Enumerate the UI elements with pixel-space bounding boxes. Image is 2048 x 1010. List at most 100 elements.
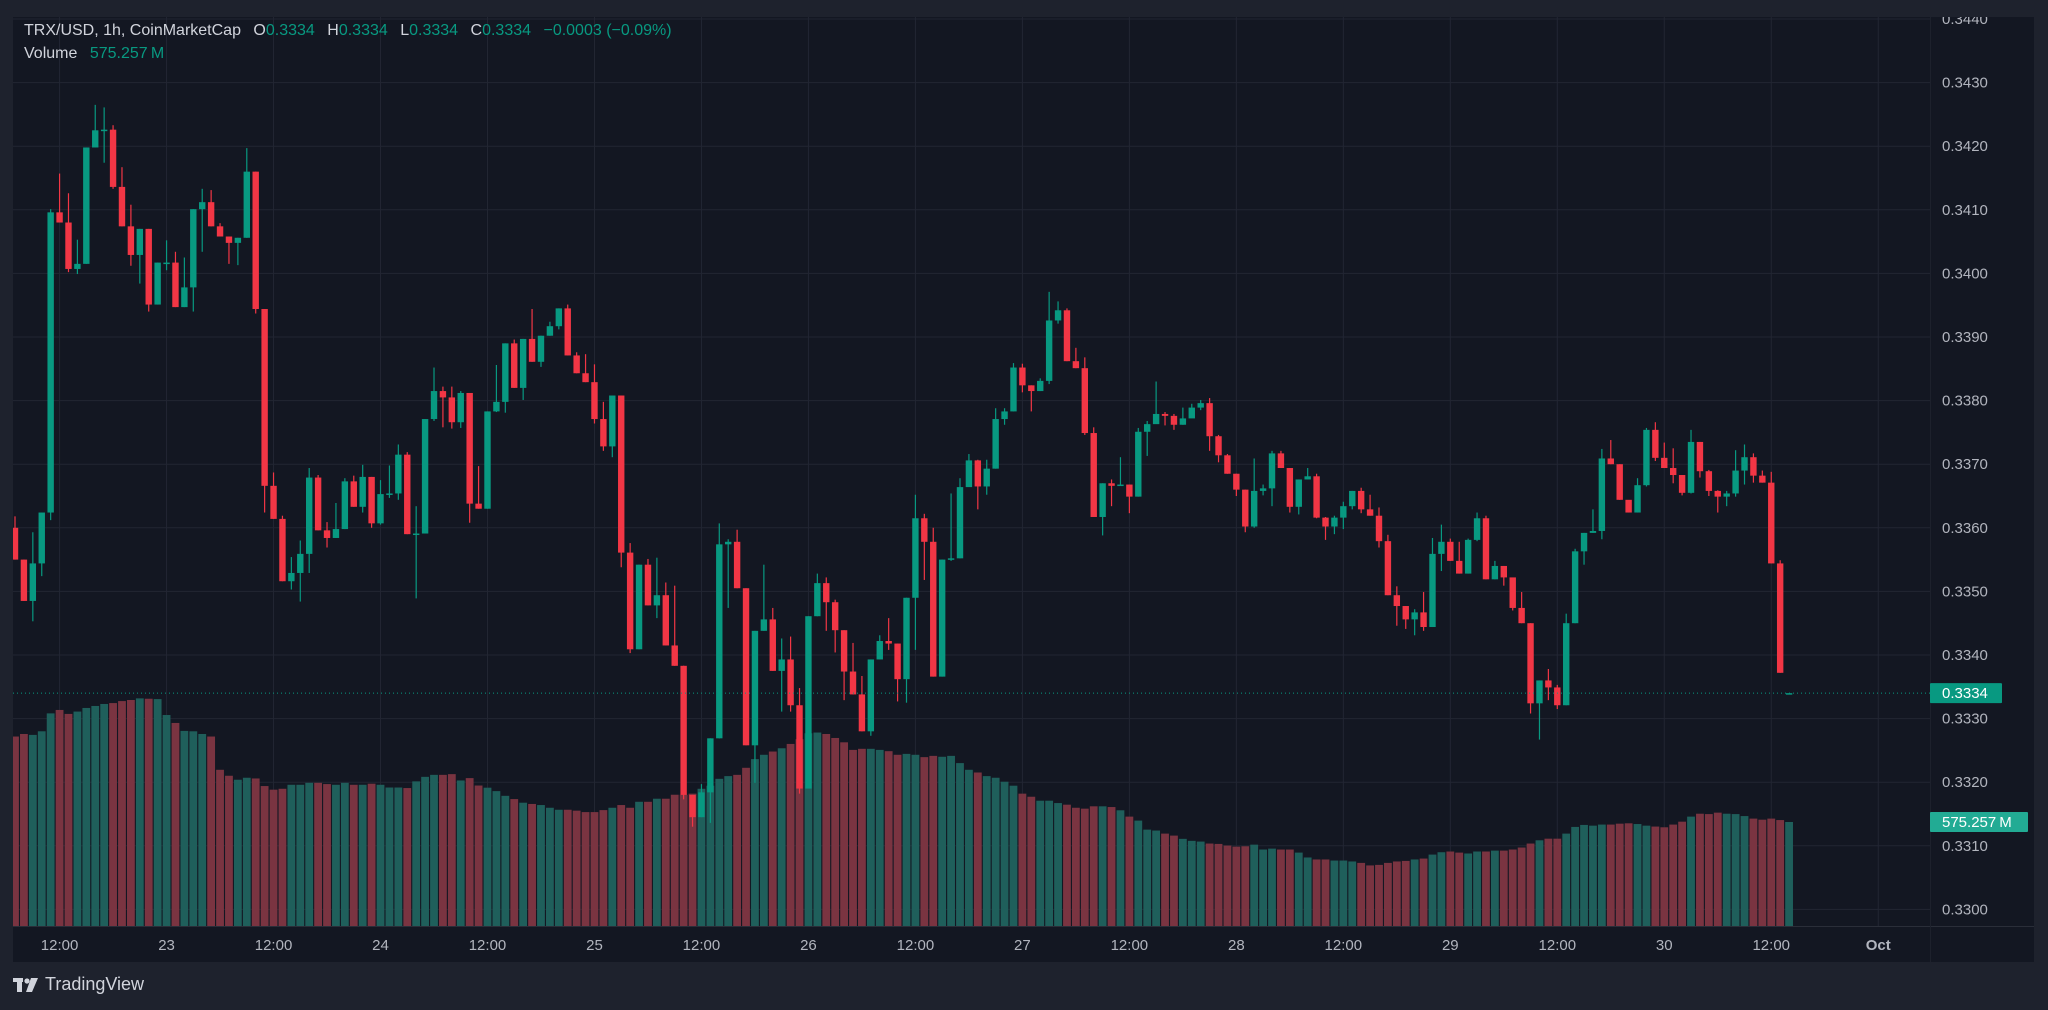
volume-bar	[599, 810, 608, 926]
candle	[1019, 363, 1026, 393]
low-label: L	[400, 22, 410, 39]
candle	[644, 558, 652, 606]
candle	[1099, 483, 1106, 536]
candle	[100, 107, 108, 163]
candle-body	[172, 262, 179, 308]
candle-body	[609, 395, 616, 447]
candle-body	[787, 659, 794, 706]
candle	[1500, 565, 1508, 586]
candle-body	[938, 559, 946, 677]
candle	[1170, 413, 1178, 430]
candle-body	[635, 564, 643, 650]
volume-bar	[1312, 859, 1321, 926]
candle	[216, 223, 224, 237]
candle	[1072, 347, 1080, 369]
volume-bar	[135, 698, 144, 926]
candle-body	[493, 401, 500, 412]
tradingview-logo-icon[interactable]	[13, 976, 39, 994]
time-tick-label: 28	[1228, 937, 1245, 954]
candle	[368, 476, 375, 528]
candle-body	[1313, 476, 1320, 518]
time-tick-label: 23	[158, 937, 175, 954]
candle-body	[13, 527, 19, 560]
volume-bar	[1125, 816, 1134, 926]
current-volume-label: 575.257 M	[1942, 814, 2012, 831]
candlestick-chart[interactable]: 0.3300 0.3310 0.3320 0.3330 0.3340 0.3350 0.33…	[13, 17, 2034, 962]
candle	[448, 386, 456, 429]
candle	[1357, 487, 1365, 514]
candle-body	[243, 171, 250, 238]
volume-bar	[1134, 820, 1143, 926]
candle-body	[270, 485, 277, 519]
volume-bar	[991, 777, 1000, 926]
candle-body	[867, 659, 875, 732]
candle-body	[537, 335, 545, 362]
volume-bar	[1000, 781, 1009, 926]
volume-bar	[73, 711, 82, 926]
volume-bar	[1571, 826, 1580, 926]
candle-body	[796, 705, 803, 789]
volume-bar	[795, 739, 804, 926]
candle	[502, 343, 509, 413]
candle	[1536, 680, 1543, 740]
volume-bar	[1526, 843, 1535, 926]
volume-bar	[1490, 850, 1499, 926]
candle	[190, 209, 197, 312]
volume-bar	[1392, 861, 1401, 926]
volume-bar	[126, 700, 135, 926]
volume-bar	[1785, 821, 1793, 926]
volume-bar	[385, 787, 394, 926]
candle-body	[412, 533, 420, 536]
candle	[332, 502, 340, 538]
candle	[1616, 464, 1623, 500]
volume-bar	[91, 705, 100, 926]
candle-body	[840, 630, 848, 672]
chart-panel[interactable]: 0.3300 0.3310 0.3320 0.3330 0.3340 0.3350 0.33…	[13, 17, 2034, 962]
candle-body	[1402, 606, 1409, 620]
candle	[466, 392, 473, 523]
low-value: 0.3334	[409, 22, 459, 39]
candle	[1108, 479, 1115, 507]
candle-body	[74, 263, 81, 269]
candle	[1438, 524, 1445, 572]
candle-body	[894, 643, 901, 680]
price-tick-label: 0.3310	[1942, 838, 1988, 855]
candle	[145, 228, 152, 312]
candle-body	[965, 460, 973, 488]
price-tick-label: 0.3300	[1942, 901, 1988, 918]
volume-bar	[510, 799, 519, 926]
candle-body	[368, 476, 375, 524]
candle-body	[885, 641, 892, 644]
volume-bar	[697, 788, 706, 926]
tradingview-brand[interactable]: TradingView	[45, 974, 145, 994]
candle-body	[1518, 607, 1525, 624]
candle	[618, 395, 625, 568]
symbol-title[interactable]: TRX/USD, 1h, CoinMarketCap	[24, 22, 241, 39]
volume-bar	[911, 754, 920, 926]
candle-body	[1669, 468, 1677, 476]
candle-body	[1072, 361, 1080, 369]
candle-body	[671, 645, 678, 666]
candle-body	[1161, 413, 1169, 416]
candle-body	[279, 518, 286, 582]
volume-bar	[1250, 844, 1259, 926]
candle	[261, 309, 268, 513]
candle-body	[1054, 310, 1062, 321]
volume-bar	[305, 782, 314, 926]
candle-body	[1215, 436, 1222, 456]
volume-label[interactable]: Volume	[24, 45, 78, 62]
volume-bar	[751, 759, 759, 926]
candle	[751, 630, 759, 783]
candle-body	[56, 212, 63, 223]
volume-bar	[189, 731, 198, 926]
candle-body	[644, 564, 652, 606]
candle-body	[234, 237, 242, 243]
candle	[1028, 385, 1035, 412]
candle	[600, 401, 607, 451]
candle	[404, 452, 411, 535]
candle	[1723, 490, 1730, 507]
candle-body	[261, 309, 268, 486]
candle	[814, 573, 821, 617]
volume-bar	[447, 774, 456, 926]
volume-bar	[216, 769, 224, 926]
